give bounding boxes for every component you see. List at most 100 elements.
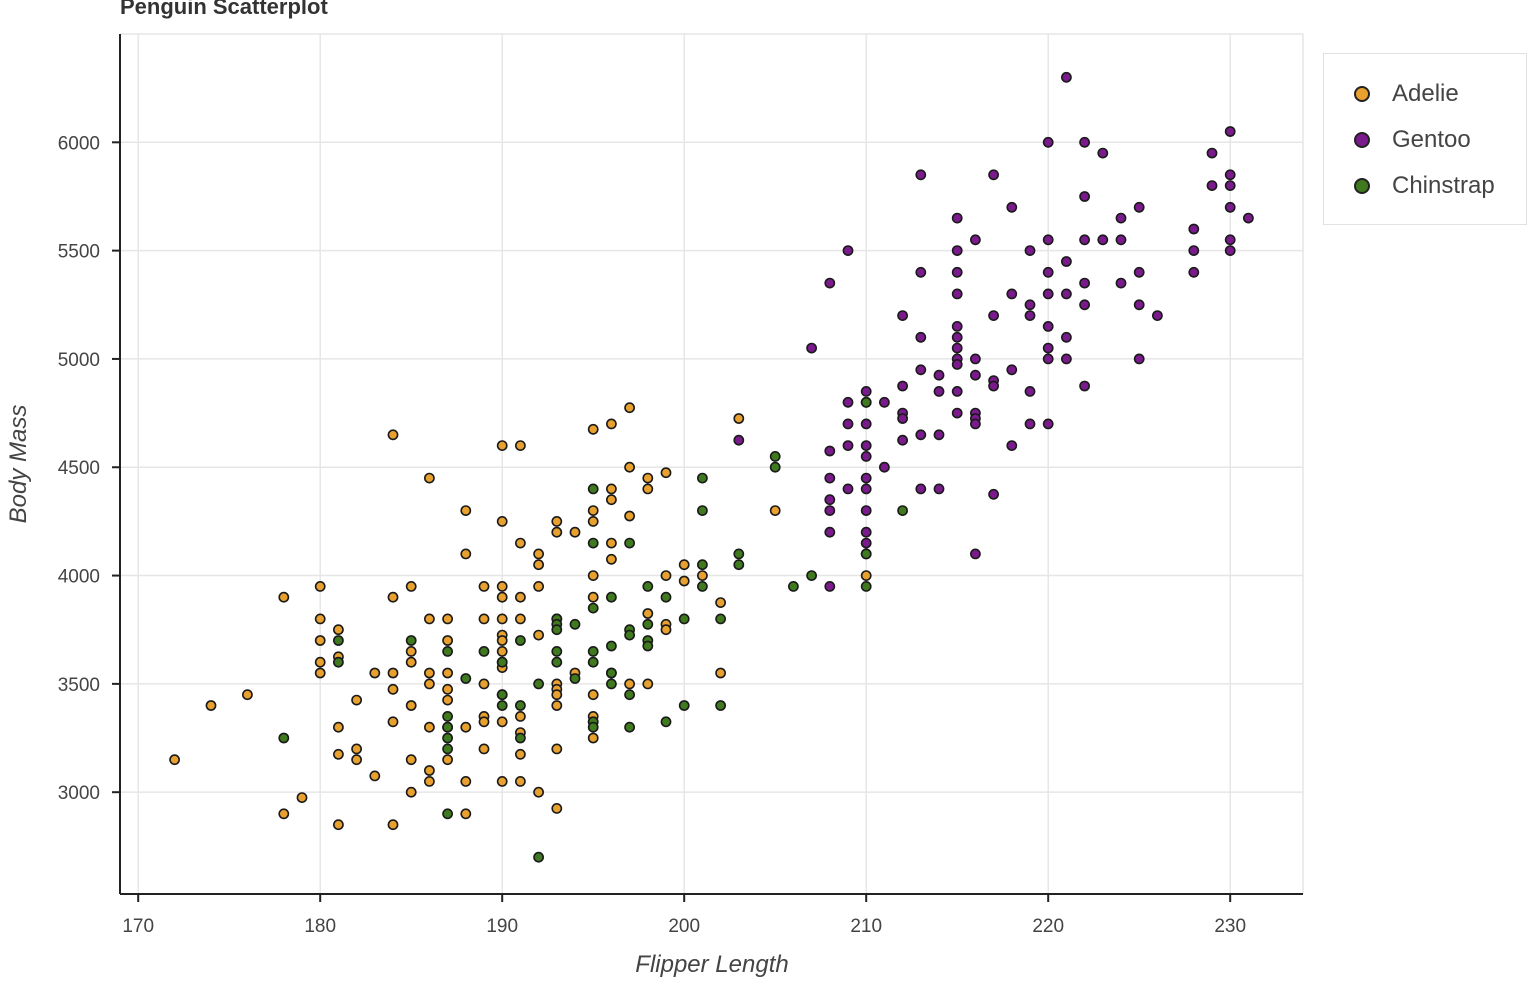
point-adelie[interactable] [496, 581, 508, 592]
point-chinstrap[interactable] [587, 483, 599, 495]
point-gentoo[interactable] [1042, 234, 1054, 246]
point-gentoo[interactable] [824, 505, 836, 516]
point-gentoo[interactable] [1042, 342, 1054, 354]
point-gentoo[interactable] [860, 472, 872, 484]
point-gentoo[interactable] [860, 505, 872, 516]
point-adelie[interactable] [769, 505, 781, 516]
point-adelie[interactable] [660, 624, 672, 636]
point-gentoo[interactable] [1006, 288, 1018, 300]
point-adelie[interactable] [551, 526, 563, 538]
point-adelie[interactable] [569, 526, 581, 538]
point-adelie[interactable] [405, 754, 417, 766]
point-adelie[interactable] [678, 575, 690, 587]
point-adelie[interactable] [715, 667, 726, 679]
point-gentoo[interactable] [970, 353, 981, 365]
point-gentoo[interactable] [842, 440, 854, 451]
point-gentoo[interactable] [1224, 180, 1236, 191]
point-gentoo[interactable] [951, 320, 963, 332]
point-chinstrap[interactable] [442, 721, 453, 733]
point-gentoo[interactable] [988, 380, 999, 392]
point-adelie[interactable] [624, 678, 635, 690]
point-gentoo[interactable] [842, 418, 854, 430]
point-adelie[interactable] [496, 776, 508, 787]
point-gentoo[interactable] [951, 342, 963, 354]
point-adelie[interactable] [369, 667, 381, 679]
point-adelie[interactable] [405, 656, 417, 668]
point-gentoo[interactable] [1152, 310, 1163, 321]
point-gentoo[interactable] [951, 245, 963, 256]
legend-item-adelie[interactable]: Adelie [1354, 79, 1459, 109]
point-chinstrap[interactable] [642, 581, 654, 592]
point-gentoo[interactable] [1042, 288, 1054, 300]
point-chinstrap[interactable] [660, 591, 672, 603]
point-gentoo[interactable] [1188, 245, 1200, 256]
point-gentoo[interactable] [897, 434, 908, 446]
point-chinstrap[interactable] [478, 646, 490, 657]
point-chinstrap[interactable] [788, 581, 799, 592]
point-gentoo[interactable] [1079, 234, 1090, 246]
point-gentoo[interactable] [1006, 440, 1018, 451]
point-chinstrap[interactable] [697, 472, 708, 484]
point-adelie[interactable] [606, 553, 617, 565]
point-chinstrap[interactable] [533, 678, 544, 690]
point-adelie[interactable] [423, 667, 435, 679]
point-chinstrap[interactable] [715, 700, 726, 711]
point-adelie[interactable] [551, 743, 563, 755]
point-gentoo[interactable] [1097, 234, 1109, 246]
point-gentoo[interactable] [842, 245, 854, 256]
point-chinstrap[interactable] [587, 602, 599, 614]
point-gentoo[interactable] [1061, 71, 1072, 83]
point-chinstrap[interactable] [551, 656, 563, 668]
point-chinstrap[interactable] [624, 629, 635, 641]
point-chinstrap[interactable] [460, 673, 472, 684]
point-adelie[interactable] [423, 721, 435, 733]
point-adelie[interactable] [496, 646, 508, 657]
point-gentoo[interactable] [1042, 266, 1054, 278]
point-adelie[interactable] [606, 483, 617, 495]
point-adelie[interactable] [460, 721, 472, 733]
point-gentoo[interactable] [970, 418, 981, 430]
point-chinstrap[interactable] [806, 570, 817, 581]
point-gentoo[interactable] [1243, 212, 1254, 224]
point-gentoo[interactable] [933, 385, 945, 397]
point-gentoo[interactable] [897, 310, 908, 321]
point-adelie[interactable] [405, 700, 417, 711]
point-chinstrap[interactable] [697, 559, 708, 571]
point-adelie[interactable] [624, 510, 635, 522]
point-gentoo[interactable] [1079, 380, 1090, 392]
point-adelie[interactable] [460, 808, 472, 820]
point-adelie[interactable] [496, 591, 508, 603]
point-adelie[interactable] [423, 678, 435, 690]
point-gentoo[interactable] [824, 277, 836, 289]
point-adelie[interactable] [660, 467, 672, 479]
point-gentoo[interactable] [915, 429, 927, 441]
point-adelie[interactable] [442, 754, 453, 766]
point-gentoo[interactable] [860, 483, 872, 495]
point-adelie[interactable] [387, 667, 399, 679]
point-gentoo[interactable] [1006, 364, 1018, 376]
point-gentoo[interactable] [951, 385, 963, 397]
point-adelie[interactable] [515, 440, 526, 451]
point-chinstrap[interactable] [606, 591, 617, 603]
point-gentoo[interactable] [951, 331, 963, 343]
point-chinstrap[interactable] [442, 732, 453, 744]
point-adelie[interactable] [205, 700, 217, 711]
point-adelie[interactable] [515, 776, 526, 787]
point-chinstrap[interactable] [515, 732, 526, 744]
point-gentoo[interactable] [1133, 299, 1145, 311]
point-adelie[interactable] [624, 402, 635, 414]
point-chinstrap[interactable] [551, 624, 563, 636]
point-chinstrap[interactable] [442, 646, 453, 657]
point-gentoo[interactable] [933, 369, 945, 381]
point-adelie[interactable] [314, 581, 326, 592]
point-adelie[interactable] [533, 581, 544, 592]
point-gentoo[interactable] [1097, 147, 1109, 159]
point-gentoo[interactable] [1188, 223, 1200, 235]
point-chinstrap[interactable] [624, 537, 635, 549]
point-chinstrap[interactable] [278, 732, 290, 744]
point-adelie[interactable] [478, 716, 490, 728]
point-adelie[interactable] [533, 629, 544, 641]
point-adelie[interactable] [642, 608, 654, 619]
point-adelie[interactable] [606, 494, 617, 506]
point-adelie[interactable] [587, 570, 599, 581]
